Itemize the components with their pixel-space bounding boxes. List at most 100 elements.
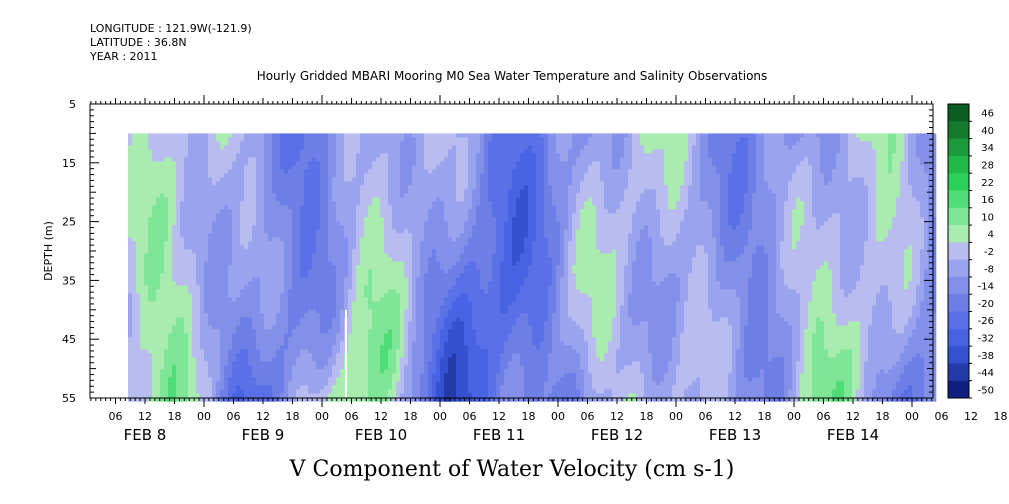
- heatmap-cell: [356, 173, 361, 178]
- heatmap-cell: [308, 245, 313, 250]
- heatmap-cell: [416, 341, 421, 346]
- heatmap-cell: [404, 373, 409, 378]
- heatmap-cell: [272, 381, 277, 386]
- heatmap-cell: [228, 397, 233, 402]
- heatmap-cell: [408, 365, 413, 370]
- heatmap-cell: [324, 341, 329, 346]
- heatmap-cell: [156, 173, 161, 178]
- heatmap-cell: [416, 305, 421, 310]
- heatmap-cell: [180, 261, 185, 266]
- heatmap-cell: [224, 221, 229, 226]
- heatmap-cell: [196, 301, 201, 306]
- heatmap-cell: [160, 385, 165, 390]
- heatmap-cell: [136, 205, 141, 210]
- heatmap-cell: [236, 205, 241, 210]
- heatmap-cell: [384, 249, 389, 254]
- heatmap-cell: [208, 229, 213, 234]
- heatmap-cell: [228, 345, 233, 350]
- heatmap-cell: [220, 293, 225, 298]
- heatmap-cell: [268, 133, 273, 138]
- heatmap-cell: [208, 285, 213, 290]
- heatmap-cell: [356, 357, 361, 362]
- heatmap-cell: [216, 177, 221, 182]
- heatmap-cell: [408, 173, 413, 178]
- heatmap-cell: [256, 381, 261, 386]
- heatmap-cell: [388, 157, 393, 162]
- heatmap-cell: [172, 329, 177, 334]
- heatmap-cell: [232, 141, 237, 146]
- heatmap-cell: [224, 189, 229, 194]
- heatmap-cell: [168, 213, 173, 218]
- heatmap-cell: [152, 149, 157, 154]
- heatmap-cell: [396, 237, 401, 242]
- heatmap-cell: [148, 201, 153, 206]
- heatmap-cell: [304, 253, 309, 258]
- heatmap-cell: [360, 181, 365, 186]
- heatmap-cell: [236, 341, 241, 346]
- heatmap-cell: [312, 137, 317, 142]
- heatmap-cell: [132, 205, 137, 210]
- heatmap-cell: [184, 225, 189, 230]
- heatmap-cell: [208, 317, 213, 322]
- heatmap-cell: [292, 285, 297, 290]
- heatmap-cell: [204, 261, 209, 266]
- heatmap-cell: [292, 313, 297, 318]
- heatmap-cell: [388, 257, 393, 262]
- heatmap-cell: [360, 313, 365, 318]
- heatmap-cell: [356, 273, 361, 278]
- heatmap-cell: [392, 201, 397, 206]
- heatmap-cell: [264, 257, 269, 262]
- heatmap-cell: [212, 293, 217, 298]
- heatmap-cell: [172, 361, 177, 366]
- heatmap-cell: [388, 389, 393, 394]
- heatmap-cell: [152, 141, 157, 146]
- heatmap-cell: [244, 265, 249, 270]
- heatmap-cell: [168, 241, 173, 246]
- heatmap-cell: [152, 337, 157, 342]
- heatmap-cell: [340, 161, 345, 166]
- heatmap-cell: [204, 341, 209, 346]
- heatmap-cell: [264, 337, 269, 342]
- heatmap-cell: [256, 165, 261, 170]
- heatmap-cell: [180, 165, 185, 170]
- heatmap-cell: [300, 261, 305, 266]
- heatmap-cell: [268, 153, 273, 158]
- heatmap-cell: [244, 245, 249, 250]
- heatmap-cell: [348, 253, 353, 258]
- heatmap-cell: [348, 389, 353, 394]
- heatmap-cell: [144, 145, 149, 150]
- heatmap-cell: [332, 341, 337, 346]
- heatmap-cell: [388, 277, 393, 282]
- heatmap-cell: [276, 169, 281, 174]
- heatmap-cell: [204, 237, 209, 242]
- heatmap-cell: [344, 145, 349, 150]
- heatmap-cell: [236, 201, 241, 206]
- heatmap-cell: [304, 189, 309, 194]
- heatmap-cell: [220, 317, 225, 322]
- heatmap-cell: [396, 389, 401, 394]
- heatmap-cell: [360, 217, 365, 222]
- heatmap-cell: [216, 369, 221, 374]
- heatmap-cell: [372, 253, 377, 258]
- heatmap-cell: [272, 149, 277, 154]
- heatmap-cell: [272, 137, 277, 142]
- heatmap-cell: [292, 329, 297, 334]
- heatmap-cell: [284, 229, 289, 234]
- heatmap-cell: [224, 317, 229, 322]
- heatmap-cell: [160, 353, 165, 358]
- heatmap-cell: [384, 201, 389, 206]
- heatmap-cell: [220, 177, 225, 182]
- heatmap-cell: [248, 269, 253, 274]
- heatmap-cell: [200, 253, 205, 258]
- heatmap-cell: [128, 337, 133, 342]
- heatmap-cell: [196, 257, 201, 262]
- heatmap-cell: [276, 301, 281, 306]
- heatmap-cell: [380, 221, 385, 226]
- heatmap-cell: [312, 281, 317, 286]
- heatmap-cell: [176, 169, 181, 174]
- heatmap-cell: [324, 169, 329, 174]
- heatmap-cell: [208, 213, 213, 218]
- heatmap-cell: [192, 249, 197, 254]
- heatmap-cell: [248, 133, 253, 138]
- heatmap-cell: [140, 193, 145, 198]
